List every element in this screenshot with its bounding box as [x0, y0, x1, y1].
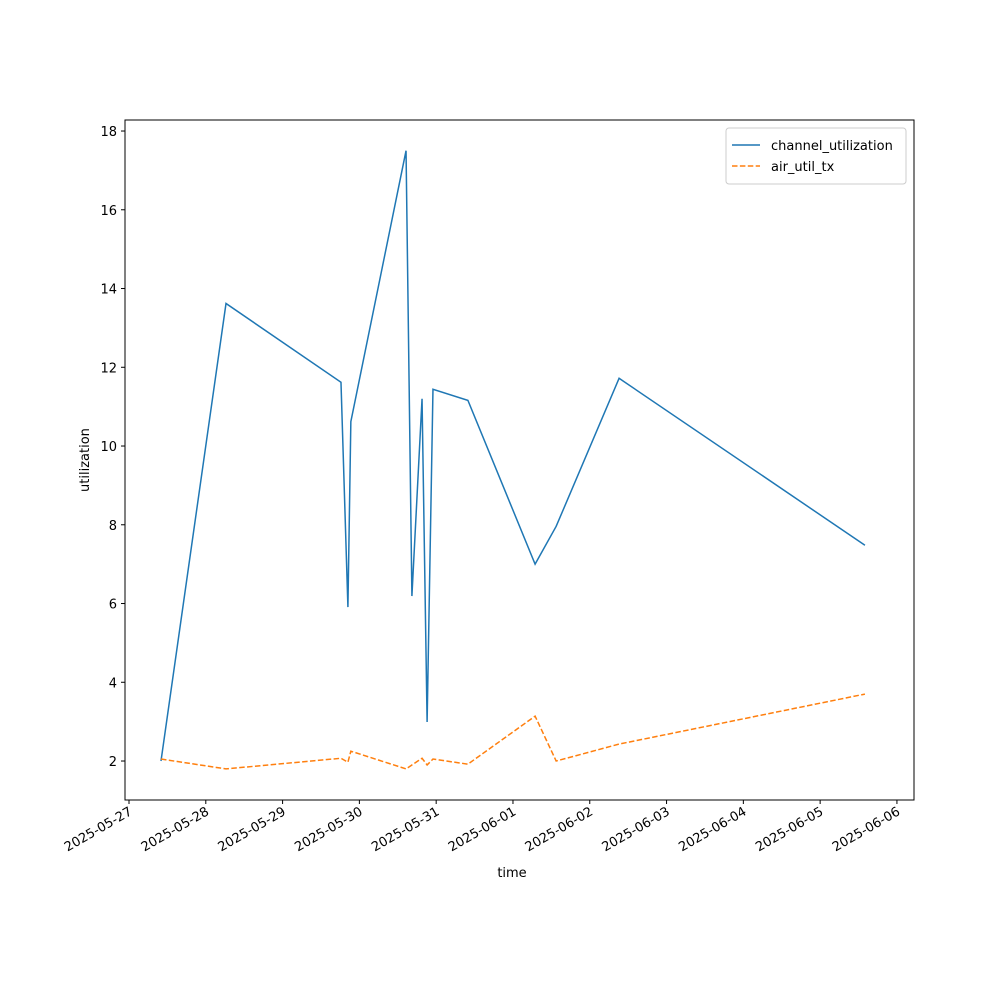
legend-label: air_util_tx [771, 160, 835, 175]
legend: channel_utilization air_util_tx [725, 127, 907, 185]
y-tick-label: 8 [109, 519, 117, 534]
y-tick-label: 14 [100, 283, 117, 298]
legend-label: channel_utilization [771, 139, 893, 154]
y-tick-label: 4 [109, 676, 117, 691]
y-tick-label: 10 [100, 440, 117, 455]
y-axis-label: utilization [78, 428, 93, 492]
plot-frame [124, 119, 915, 801]
series-line [160, 693, 866, 770]
y-tick-label: 18 [100, 125, 117, 140]
y-tick-label: 2 [109, 755, 117, 770]
y-tick-label: 6 [109, 598, 117, 613]
legend-frame [725, 127, 907, 185]
y-tick-label: 16 [100, 204, 117, 219]
y-tick-label: 12 [100, 361, 117, 376]
x-axis-label: time [497, 866, 526, 881]
series-line [160, 150, 866, 762]
